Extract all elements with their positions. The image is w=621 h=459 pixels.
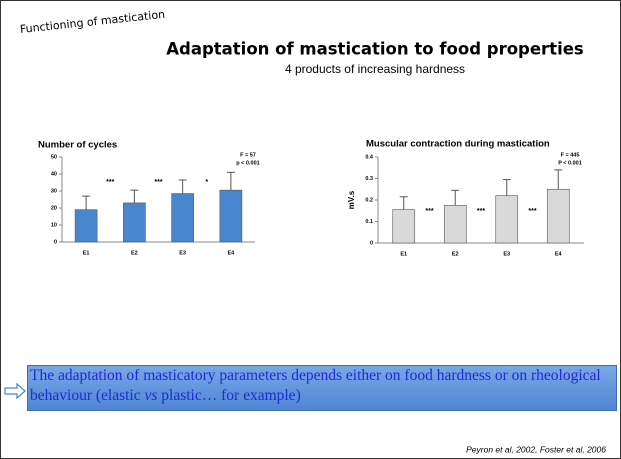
y-tick-label: 10 [51,222,57,228]
x-tick-label: E4 [228,250,236,256]
chart-title: Number of cycles [38,140,117,151]
x-tick-label: E2 [131,250,138,256]
x-tick-label: E3 [179,250,186,256]
y-tick-label: 0.3 [365,176,373,182]
bar [443,205,467,244]
y-tick-label: 0 [54,239,57,245]
conclusion-text: plastic… for example) [157,387,301,404]
conclusion-box: The adaptation of masticatory parameters… [27,365,617,411]
significance-mark: *** [477,208,485,215]
stat-label: P < 0.001 [558,160,582,166]
x-tick-label: E2 [452,251,459,257]
stat-label: p < 0.001 [236,160,259,166]
y-tick-label: 0 [370,240,373,246]
significance-mark: *** [106,179,114,186]
slide-title: Adaptation of mastication to food proper… [166,40,584,59]
citation: Peyron et al, 2002, Foster et al, 2006 [466,444,606,454]
y-tick-label: 0.1 [365,219,373,225]
y-tick-label: 0.4 [365,154,374,160]
significance-mark: *** [154,179,162,186]
slide-subtitle: 4 products of increasing hardness [285,62,465,76]
bar [171,193,194,243]
bar [123,202,146,243]
conclusion-text: The adaptation of masticatory parameters… [30,367,601,404]
conclusion-text: vs [144,387,158,404]
y-tick-label: 50 [51,154,57,160]
y-tick-label: 0.2 [365,197,373,203]
y-tick-label: 30 [51,188,57,194]
x-tick-label: E1 [83,250,90,256]
arrow [4,382,26,400]
y-tick-label: 40 [51,171,57,177]
x-tick-label: E3 [503,251,510,257]
x-tick-label: E4 [555,251,563,257]
x-tick-label: E1 [400,251,407,257]
stat-label: F = 57 [240,152,256,158]
bar [392,209,416,244]
y-axis-label: mV.s [347,190,356,209]
bar [74,209,98,243]
significance-mark: *** [528,208,536,215]
stat-label: F = 445 [561,152,580,158]
chart-title: Muscular contraction during mastication [366,139,550,150]
bar [495,195,519,244]
bar [546,188,570,244]
y-tick-label: 20 [51,205,57,211]
section-label: Functioning of mastication [19,8,165,36]
significance-mark: *** [425,208,433,215]
significance-mark: * [205,179,208,186]
bar [219,189,243,243]
